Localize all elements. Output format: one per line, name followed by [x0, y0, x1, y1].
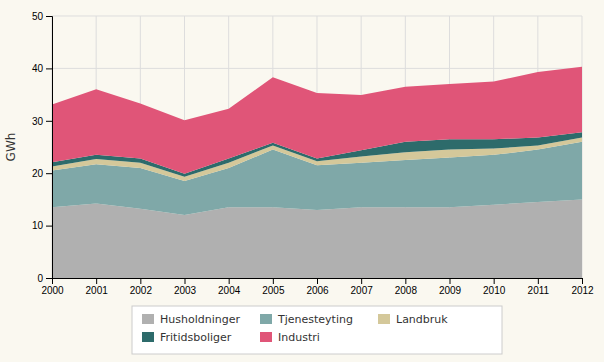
tick-mark	[317, 278, 318, 284]
legend-label: Industri	[278, 331, 320, 344]
tick-label: 2012	[571, 285, 594, 296]
area	[52, 67, 582, 174]
tick-label: 2001	[86, 285, 109, 296]
area	[52, 199, 582, 278]
legend-label: Tjenesteyting	[277, 313, 353, 326]
tick-label: 2009	[439, 285, 462, 296]
tick: 30	[32, 116, 52, 127]
legend-label: Fritidsboliger	[160, 331, 232, 344]
tick: 2011	[528, 278, 550, 296]
tick-mark	[185, 278, 186, 284]
plot: 2000 2001 2002 2003 2004 2005 2006 2007 2008 2009…	[32, 11, 594, 296]
tick: 2006	[306, 278, 329, 296]
chart: 2000 2001 2002 2003 2004 2005 2006 2007 2008 2009…	[0, 0, 604, 362]
tick-mark	[46, 68, 52, 69]
legend-swatch	[260, 314, 272, 324]
tick-mark	[46, 173, 52, 174]
tick-mark	[450, 278, 451, 284]
legend-swatch	[142, 332, 154, 342]
legend-item: Fritidsboliger	[142, 331, 232, 344]
tick-label: 50	[32, 11, 44, 22]
tick: 2005	[262, 278, 285, 296]
tick: 2003	[174, 278, 197, 296]
tick-mark	[361, 278, 362, 284]
tick-mark	[538, 278, 539, 284]
tick-mark	[46, 121, 52, 122]
tick: 0	[37, 273, 52, 284]
legend-label: Husholdninger	[160, 313, 240, 326]
tick: 2008	[395, 278, 418, 296]
tick-label: 2008	[395, 285, 418, 296]
legend-item: Industri	[260, 331, 320, 344]
tick-label: 20	[32, 168, 44, 179]
tick: 2010	[483, 278, 506, 296]
legend-swatch	[378, 314, 390, 324]
tick-label: 2003	[174, 285, 197, 296]
tick-label: 10	[32, 220, 44, 231]
legend-item: Landbruk	[378, 313, 448, 326]
tick: 40	[32, 63, 52, 74]
tick-mark	[46, 16, 52, 17]
tick-mark	[229, 278, 230, 284]
tick-label: 2011	[528, 285, 550, 296]
tick-label: 2010	[483, 285, 506, 296]
tick-label: 2002	[130, 285, 153, 296]
tick-mark	[46, 278, 52, 279]
axis-title: GWh	[4, 133, 18, 162]
tick: 20	[32, 168, 52, 179]
tick-label: 2005	[262, 285, 285, 296]
x-axis: 2000 2001 2002 2003 2004 2005 2006 2007 2008 2009…	[41, 278, 594, 296]
tick: 2001	[86, 278, 109, 296]
tick-mark	[96, 278, 97, 284]
tick-mark	[140, 278, 141, 284]
legend-swatch	[142, 314, 154, 324]
grid	[52, 16, 582, 278]
axis-line	[53, 279, 583, 285]
tick-mark	[405, 278, 406, 284]
tick-label: 2007	[351, 285, 374, 296]
tick-mark	[46, 226, 52, 227]
tick: 10	[32, 220, 52, 231]
axis-line	[46, 17, 53, 279]
y-axis: 0 10 20 30 40 50	[32, 11, 53, 284]
tick-label: 2000	[41, 285, 64, 296]
legend-item: Husholdninger	[142, 313, 240, 326]
tick-mark	[494, 278, 495, 284]
areas	[52, 67, 582, 278]
tick: 2012	[571, 278, 594, 296]
tick-mark	[273, 278, 274, 284]
background	[0, 0, 604, 362]
legend: Husholdninger Tjenesteyting Landbruk Fritid…	[132, 306, 502, 354]
legend-item: Tjenesteyting	[260, 313, 353, 326]
tick: 2007	[351, 278, 374, 296]
tick-label: 40	[32, 63, 44, 74]
legend-frame	[132, 306, 502, 354]
legend-label: Landbruk	[396, 313, 448, 326]
tick-label: 0	[37, 273, 43, 284]
tick: 50	[32, 11, 52, 22]
legend-swatch	[260, 332, 272, 342]
tick: 2002	[130, 278, 153, 296]
tick-label: 2004	[218, 285, 241, 296]
tick-label: 2006	[306, 285, 329, 296]
tick: 2004	[218, 278, 241, 296]
tick: 2009	[439, 278, 462, 296]
tick: 2000	[41, 278, 64, 296]
tick-label: 30	[32, 116, 44, 127]
tick-mark	[582, 278, 583, 284]
